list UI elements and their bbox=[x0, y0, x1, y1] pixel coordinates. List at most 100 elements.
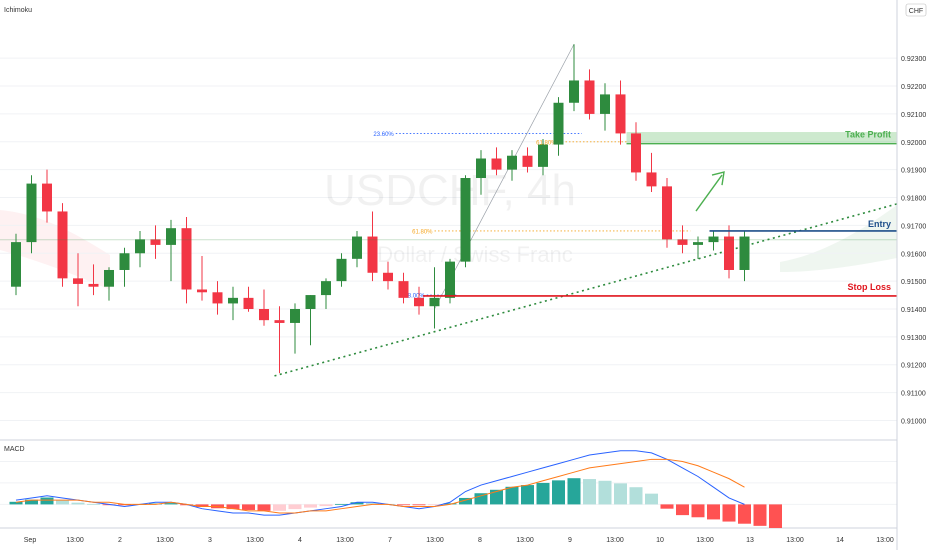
candle-body bbox=[476, 158, 486, 179]
candle-body bbox=[73, 278, 83, 284]
macd-histogram-bar bbox=[335, 503, 348, 505]
candle bbox=[166, 219, 176, 282]
y-tick-label: 0.91100 bbox=[901, 391, 926, 398]
candle-body bbox=[259, 309, 269, 321]
candle-body bbox=[166, 228, 176, 245]
candle-body bbox=[274, 320, 285, 323]
macd-histogram-bar bbox=[505, 486, 519, 505]
y-tick-label: 0.92300 bbox=[901, 56, 926, 63]
macd-histogram-bar bbox=[691, 504, 705, 518]
macd-histogram-bar bbox=[443, 503, 457, 505]
candle bbox=[321, 278, 331, 310]
macd-panel: 0.002000.001000.00000 bbox=[0, 439, 932, 529]
fibonacci-levels: 23.60% 61.80% 61.80% 88.00% bbox=[373, 44, 691, 310]
fib-level-label: 61.80% bbox=[536, 140, 557, 146]
y-tick-label: 0.92200 bbox=[901, 84, 926, 91]
x-tick-label: 13:00 bbox=[156, 537, 174, 544]
candle bbox=[274, 306, 285, 374]
x-tick-label: 13:00 bbox=[246, 537, 264, 544]
candle bbox=[88, 264, 99, 296]
candle-body bbox=[57, 211, 68, 279]
macd-histogram-bar bbox=[629, 487, 643, 505]
macd-histogram-bar bbox=[40, 497, 54, 505]
fib-level-label: 61.80% bbox=[412, 229, 433, 235]
y-tick-label: 0.91200 bbox=[901, 363, 926, 370]
price-axis-background bbox=[897, 0, 932, 550]
y-tick-label: 0.91900 bbox=[901, 168, 926, 175]
candle bbox=[631, 122, 641, 181]
x-tick-label: 4 bbox=[298, 537, 302, 544]
candle-body bbox=[662, 186, 672, 240]
macd-histogram-bar bbox=[645, 493, 658, 505]
macd-histogram-bar bbox=[536, 482, 550, 505]
candle-body bbox=[538, 144, 548, 167]
candle bbox=[367, 211, 378, 282]
macd-label: MACD bbox=[4, 446, 25, 453]
candle bbox=[352, 230, 362, 268]
x-tick-label: 13:00 bbox=[606, 537, 624, 544]
candle bbox=[383, 261, 393, 290]
macd-histogram-bar bbox=[319, 504, 333, 507]
candle bbox=[150, 225, 161, 259]
candle bbox=[491, 147, 502, 176]
macd-histogram-bar bbox=[583, 479, 596, 505]
fib-anchor-line bbox=[434, 44, 575, 310]
candle-body bbox=[290, 309, 300, 323]
candle bbox=[414, 286, 424, 315]
candle bbox=[476, 150, 486, 195]
candle bbox=[181, 217, 192, 304]
target-arrow-shaft bbox=[695, 174, 723, 212]
candle bbox=[615, 80, 626, 145]
candle-body bbox=[631, 133, 641, 173]
candle-body bbox=[600, 94, 610, 114]
macd-histogram-bar bbox=[676, 504, 689, 516]
candle-body bbox=[352, 236, 362, 259]
macd-histogram-bar bbox=[304, 504, 317, 508]
candle-body bbox=[445, 261, 455, 298]
candle-body bbox=[553, 102, 564, 145]
candle bbox=[26, 175, 37, 254]
candlesticks bbox=[11, 44, 750, 374]
candle-body bbox=[522, 155, 533, 167]
x-tick-label: 7 bbox=[388, 537, 392, 544]
candle bbox=[724, 225, 734, 279]
macd-histogram-bar bbox=[226, 504, 240, 510]
macd-histogram-bar bbox=[707, 504, 720, 520]
candle bbox=[445, 258, 455, 304]
candle-body bbox=[383, 272, 393, 282]
candle bbox=[119, 247, 130, 287]
macd-histogram-bar bbox=[412, 504, 426, 506]
candle bbox=[538, 138, 548, 176]
candle bbox=[708, 230, 719, 251]
macd-histogram-bar bbox=[753, 504, 767, 526]
candle-body bbox=[429, 297, 440, 307]
macd-histogram-bar bbox=[87, 503, 100, 505]
candle bbox=[662, 178, 672, 248]
candle-body bbox=[11, 242, 21, 287]
candle bbox=[259, 289, 269, 326]
candle bbox=[553, 97, 564, 156]
candle-body bbox=[739, 236, 750, 270]
candle-body bbox=[491, 158, 502, 170]
candle-body bbox=[181, 228, 192, 290]
watermark-name: Dollar / Swiss Franc bbox=[377, 242, 573, 267]
candle bbox=[429, 267, 440, 329]
candle-body bbox=[615, 94, 626, 134]
candle-body bbox=[414, 297, 424, 307]
currency-badge[interactable] bbox=[905, 3, 927, 17]
signal-line bbox=[15, 458, 745, 514]
candle-body bbox=[197, 289, 207, 293]
y-tick-label: 0.91800 bbox=[901, 196, 926, 203]
macd-histogram-bar bbox=[521, 485, 534, 505]
x-tick-label: Sep bbox=[24, 537, 37, 544]
macd-histogram-bar bbox=[288, 504, 302, 510]
candle bbox=[73, 253, 83, 307]
macd-histogram-bar bbox=[614, 483, 627, 505]
macd-histogram-bar bbox=[164, 503, 178, 505]
macd-histogram-bar bbox=[769, 504, 782, 528]
macd-histogram-bar bbox=[490, 489, 503, 505]
target-arrow-head bbox=[711, 171, 725, 186]
candle-body bbox=[569, 80, 579, 103]
x-tick-label: 13 bbox=[746, 537, 754, 544]
